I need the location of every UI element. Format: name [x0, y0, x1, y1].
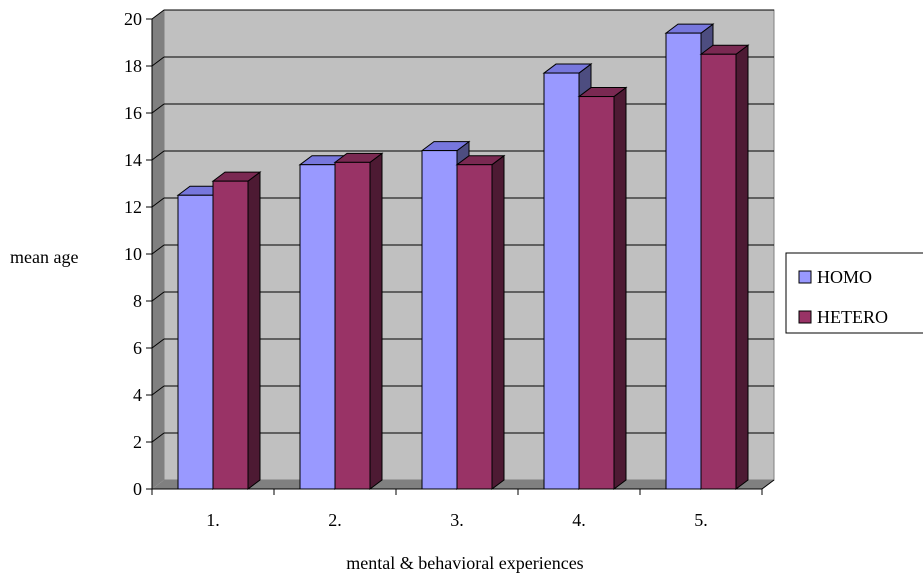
- x-axis-depth: [761, 479, 775, 490]
- legend: HOMO HETERO: [785, 252, 923, 334]
- legend-swatch-homo: [798, 270, 812, 284]
- gridline-side: [151, 432, 165, 443]
- bar-hetero-1-side: [247, 171, 261, 490]
- y-axis-title: mean age: [10, 247, 78, 267]
- bar-hetero-4-front: [578, 96, 615, 490]
- bar-hetero-5-front: [700, 53, 737, 490]
- y-tick-label: 2: [133, 432, 142, 452]
- y-tick-label: 8: [133, 291, 142, 311]
- y-tick-label: 0: [133, 479, 142, 499]
- bar-hetero-5: [699, 44, 750, 490]
- bar-homo-2-front: [299, 164, 336, 490]
- x-tick-label: 5.: [694, 510, 708, 530]
- y-tick-label: 18: [124, 56, 142, 76]
- y-axis: 0 2 4 6 8 10 12 14 16 18 20: [124, 9, 153, 499]
- y-tick-label: 6: [133, 338, 142, 358]
- bar-homo-1-front: [177, 194, 214, 490]
- bar-hetero-4-side: [613, 86, 627, 490]
- legend-swatch-hetero: [798, 310, 812, 324]
- bar-hetero-2-side: [369, 152, 383, 490]
- x-tick-label: 2.: [328, 510, 342, 530]
- bar-hetero-1-front: [212, 180, 249, 490]
- gridline-side: [151, 56, 165, 67]
- gridline-side: [151, 9, 165, 20]
- gridline-side: [151, 197, 165, 208]
- x-tick-label: 4.: [572, 510, 586, 530]
- gridline-side: [151, 150, 165, 161]
- legend-label-hetero: HETERO: [817, 307, 888, 327]
- bar-homo-3-front: [421, 150, 458, 490]
- bar-hetero-3-front: [456, 164, 493, 490]
- x-axis-title: mental & behavioral experiences: [346, 553, 583, 573]
- x-tick-label: 1.: [206, 510, 220, 530]
- y-tick-label: 16: [124, 103, 142, 123]
- bar-hetero-1: [211, 171, 262, 490]
- gridline-side: [151, 244, 165, 255]
- gridline-side: [151, 103, 165, 114]
- x-axis: 1. 2. 3. 4. 5.: [151, 479, 775, 530]
- gridline-side: [151, 291, 165, 302]
- y-tick-label: 14: [124, 150, 142, 170]
- legend-label-homo: HOMO: [817, 267, 872, 287]
- bar-homo-4-front: [543, 72, 580, 490]
- y-tick-label: 12: [124, 197, 142, 217]
- x-tick-label: 3.: [450, 510, 464, 530]
- bar-hetero-3: [455, 154, 506, 490]
- bar-homo-5-front: [665, 32, 702, 490]
- y-tick-label: 10: [124, 244, 142, 264]
- bar-hetero-3-side: [491, 154, 505, 490]
- gridline-side: [151, 385, 165, 396]
- bar-hetero-4: [577, 86, 628, 490]
- y-tick-label: 20: [124, 9, 142, 29]
- bars: [176, 23, 750, 490]
- plot-area: 0 2 4 6 8 10 12 14 16 18 20 1. 2. 3. 4. 5.: [124, 9, 775, 530]
- y-tick-label: 4: [133, 385, 142, 405]
- gridline-side: [151, 338, 165, 349]
- bar-hetero-2-front: [334, 161, 371, 490]
- bar-hetero-5-side: [735, 44, 749, 490]
- bar-hetero-2: [333, 152, 384, 490]
